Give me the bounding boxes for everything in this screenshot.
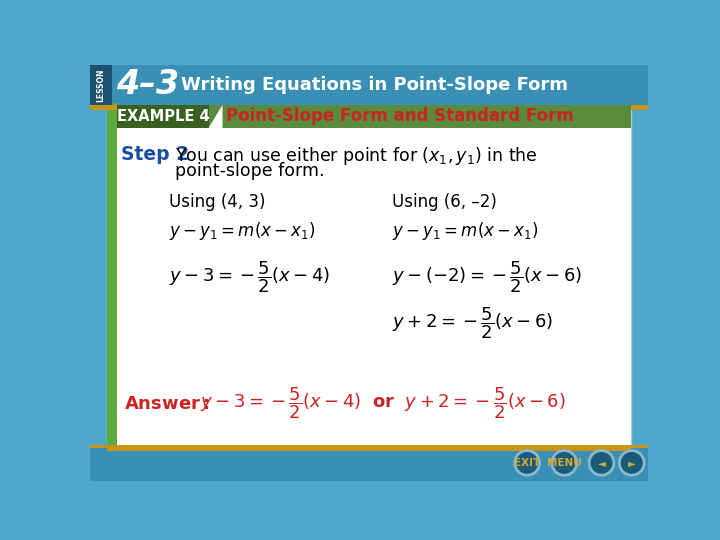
FancyBboxPatch shape xyxy=(90,65,648,105)
Text: $y - y_1 = m(x - x_1)$: $y - y_1 = m(x - x_1)$ xyxy=(392,220,539,241)
FancyBboxPatch shape xyxy=(90,448,648,481)
Text: 4–3: 4–3 xyxy=(117,68,180,100)
Text: point-slope form.: point-slope form. xyxy=(175,162,325,180)
Text: ►: ► xyxy=(628,458,636,468)
FancyBboxPatch shape xyxy=(107,448,631,451)
FancyBboxPatch shape xyxy=(117,105,631,128)
Text: Using (4, 3): Using (4, 3) xyxy=(169,193,266,211)
FancyBboxPatch shape xyxy=(107,103,631,448)
Text: Writing Equations in Point-Slope Form: Writing Equations in Point-Slope Form xyxy=(181,76,569,94)
Text: $y + 2 = -\dfrac{5}{2}(x - 6)$: $y + 2 = -\dfrac{5}{2}(x - 6)$ xyxy=(392,306,554,341)
Circle shape xyxy=(552,450,577,475)
Text: $y - y_1 = m(x - x_1)$: $y - y_1 = m(x - x_1)$ xyxy=(169,220,315,241)
FancyBboxPatch shape xyxy=(107,103,117,448)
Text: Point-Slope Form and Standard Form: Point-Slope Form and Standard Form xyxy=(225,107,573,125)
Text: $\mathbf{Answer:}$: $\mathbf{Answer:}$ xyxy=(124,395,210,413)
Text: Using (6, –2): Using (6, –2) xyxy=(392,193,497,211)
Circle shape xyxy=(619,450,644,475)
FancyBboxPatch shape xyxy=(90,105,648,110)
Text: LESSON: LESSON xyxy=(96,68,105,102)
Text: Step 2: Step 2 xyxy=(121,145,189,164)
Text: EXAMPLE 4: EXAMPLE 4 xyxy=(117,109,210,124)
FancyBboxPatch shape xyxy=(90,445,648,448)
Circle shape xyxy=(515,450,539,475)
FancyBboxPatch shape xyxy=(117,105,209,128)
Text: $y - 3 = -\dfrac{5}{2}(x - 4)$: $y - 3 = -\dfrac{5}{2}(x - 4)$ xyxy=(169,260,330,295)
Text: MENU: MENU xyxy=(547,458,582,468)
Text: ◄: ◄ xyxy=(598,458,606,468)
Text: You can use either point for $(x_1, y_1)$ in the: You can use either point for $(x_1, y_1)… xyxy=(175,145,538,167)
Text: EXIT: EXIT xyxy=(514,458,540,468)
Polygon shape xyxy=(209,105,222,128)
Circle shape xyxy=(589,450,614,475)
FancyBboxPatch shape xyxy=(90,65,112,105)
Text: $y - (-2) = -\dfrac{5}{2}(x - 6)$: $y - (-2) = -\dfrac{5}{2}(x - 6)$ xyxy=(392,260,582,295)
Text: $y - 3 = -\dfrac{5}{2}(x - 4)$  $\mathbf{or}$  $y + 2 = -\dfrac{5}{2}(x - 6)$: $y - 3 = -\dfrac{5}{2}(x - 4)$ $\mathbf{… xyxy=(200,386,566,421)
